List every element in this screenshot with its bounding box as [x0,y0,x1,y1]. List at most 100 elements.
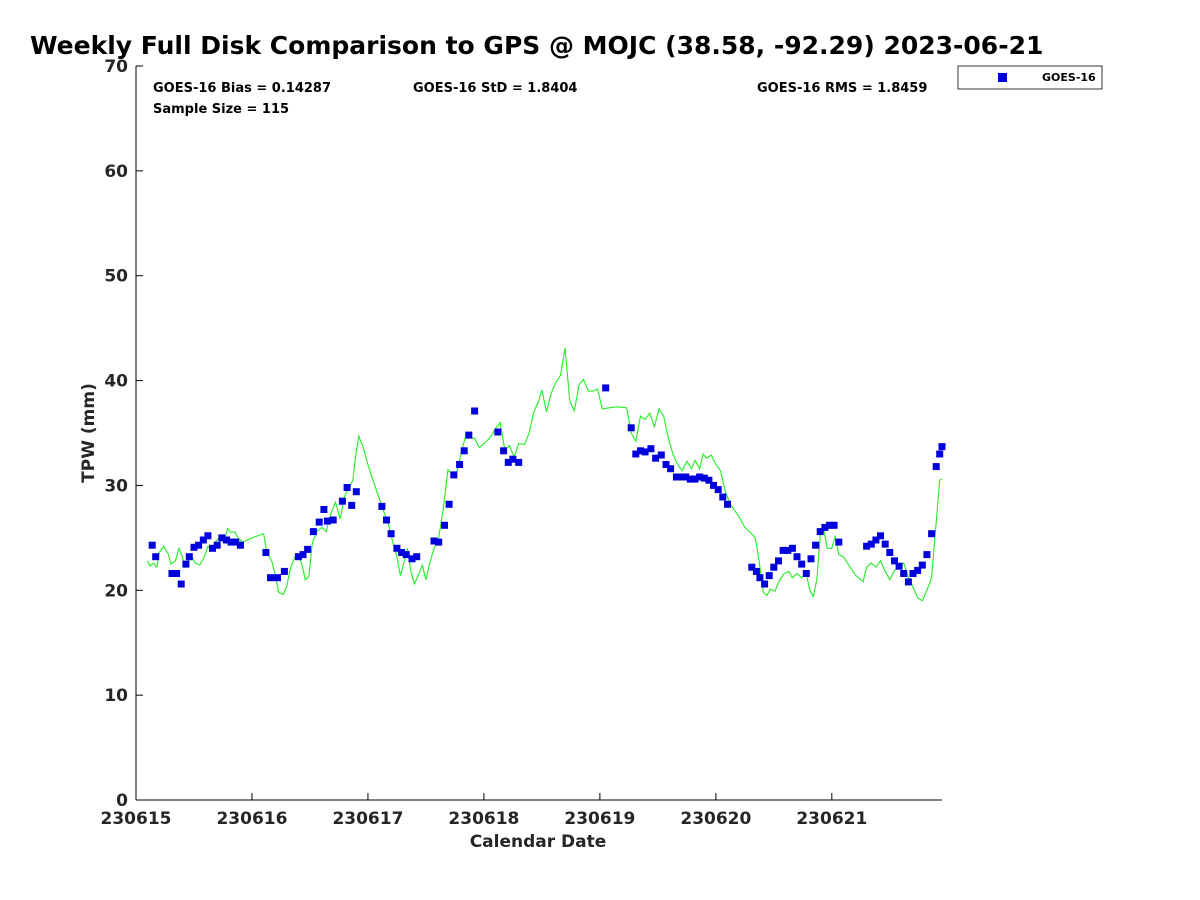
data-point-goes16 [891,557,898,565]
data-point-goes16 [343,484,351,491]
data-point-goes16 [465,431,473,439]
data-point-goes16 [938,443,946,451]
series-points-goes16 [148,384,946,588]
data-point-goes16 [185,553,193,561]
x-tick-label: 230620 [680,809,751,829]
data-point-goes16 [724,500,731,508]
data-point-goes16 [352,488,360,496]
data-point-goes16 [329,516,337,524]
data-point-goes16 [705,476,713,484]
x-tick-label: 230618 [448,809,519,829]
data-point-goes16 [775,557,782,565]
data-point-goes16 [895,562,903,570]
data-point-goes16 [223,536,230,544]
data-point-goes16 [168,570,176,577]
data-point-goes16 [752,567,760,575]
data-point-goes16 [500,447,508,455]
data-point-goes16 [779,546,787,554]
y-ticks: 0 10 20 30 40 50 60 70 [104,57,143,811]
data-point-goes16 [304,545,312,553]
data-point-goes16 [923,551,931,559]
data-point-goes16 [816,528,824,536]
data-point-goes16 [647,445,655,453]
series-line-gps [147,348,943,602]
data-point-goes16 [918,561,926,569]
y-tick-label: 20 [104,581,128,601]
data-point-goes16 [152,553,160,561]
data-point-goes16 [788,544,796,552]
data-point-goes16 [227,538,235,546]
data-point-goes16 [904,578,912,586]
data-point-goes16 [691,475,699,483]
data-point-goes16 [315,518,323,526]
data-point-goes16 [652,454,660,462]
data-point-goes16 [430,537,438,545]
x-tick-label: 230616 [216,809,287,829]
data-point-goes16 [770,563,778,571]
legend-label-goes16: GOES-16 [1042,71,1096,84]
data-point-goes16 [632,450,640,458]
data-point-goes16 [793,553,801,561]
data-point-goes16 [398,549,406,556]
data-point-goes16 [236,541,244,549]
data-point-goes16 [909,570,917,577]
data-point-goes16 [886,549,894,556]
data-point-goes16 [714,486,722,494]
data-point-goes16 [641,448,649,456]
data-point-goes16 [435,538,443,546]
data-point-goes16 [900,570,908,577]
data-point-goes16 [677,473,685,481]
data-point-goes16 [393,544,401,552]
data-point-goes16 [662,461,670,468]
data-point-goes16 [830,521,838,529]
stat-bias: GOES-16 Bias = 0.14287 [153,81,331,96]
data-point-goes16 [456,461,464,468]
data-point-goes16 [798,560,806,568]
data-point-goes16 [195,541,203,549]
data-point-goes16 [928,530,936,538]
y-tick-label: 60 [104,162,128,182]
data-point-goes16 [213,541,221,549]
data-point-goes16 [602,384,610,392]
data-point-goes16 [299,551,307,559]
data-point-goes16 [821,523,829,531]
data-point-goes16 [450,471,458,479]
x-tick-label: 230621 [796,809,867,829]
y-axis-label: TPW (mm) [79,383,99,483]
data-point-goes16 [637,447,644,455]
data-point-goes16 [378,502,386,510]
data-point-goes16 [657,451,665,459]
data-point-goes16 [700,474,708,482]
data-point-goes16 [280,567,288,575]
data-point-goes16 [232,538,240,546]
data-point-goes16 [383,516,390,524]
data-point-goes16 [294,553,302,561]
data-point-goes16 [218,534,226,542]
data-point-goes16 [262,549,270,556]
data-point-goes16 [199,536,207,544]
data-point-goes16 [756,574,764,582]
data-point-goes16 [445,500,453,508]
data-point-goes16 [177,580,185,588]
stat-rms: GOES-16 RMS = 1.8459 [757,81,927,96]
data-point-goes16 [667,465,675,473]
data-point-goes16 [441,521,448,529]
legend: GOES-16 [957,65,1103,90]
data-point-goes16 [761,580,769,588]
data-point-goes16 [323,517,331,525]
data-point-goes16 [209,544,216,552]
x-tick-label: 230619 [564,809,635,829]
data-point-goes16 [784,546,792,554]
data-point-goes16 [504,458,512,466]
chart-title: Weekly Full Disk Comparison to GPS @ MOJ… [30,31,1043,60]
data-point-goes16 [274,574,281,582]
data-point-goes16 [509,455,517,463]
data-point-goes16 [320,506,328,513]
data-point-goes16 [471,407,479,415]
data-point-goes16 [936,450,944,458]
data-point-goes16 [812,541,820,549]
data-point-goes16 [881,540,889,548]
data-point-goes16 [802,570,810,577]
legend-marker-goes16 [998,73,1007,82]
data-point-goes16 [515,458,523,466]
